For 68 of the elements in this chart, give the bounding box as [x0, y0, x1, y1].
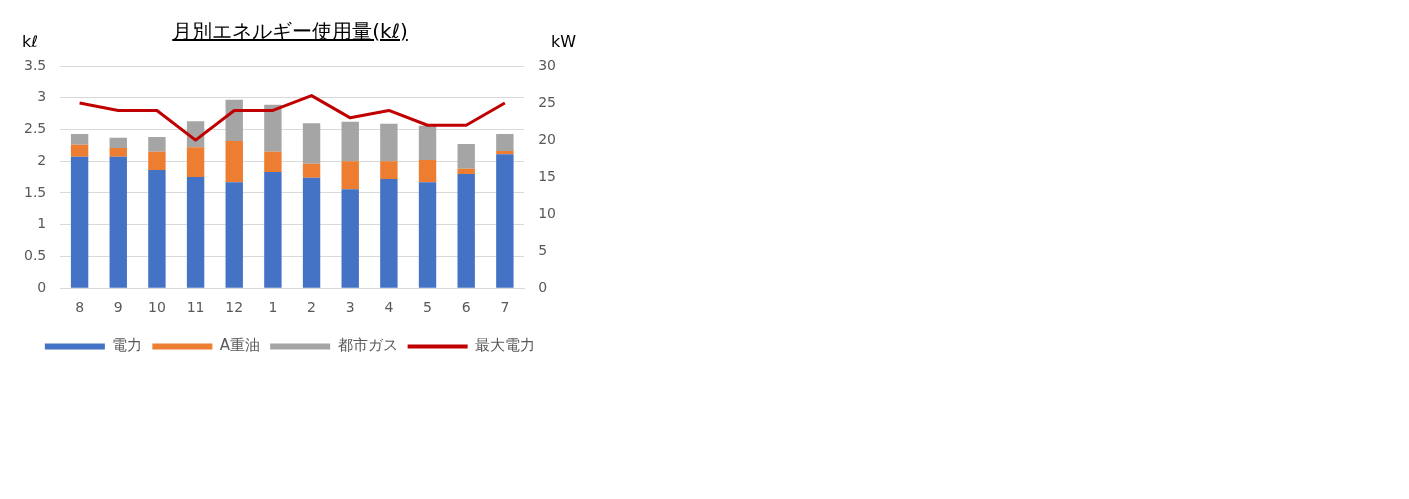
bar	[225, 140, 243, 183]
bar	[418, 182, 437, 288]
x-tick-label: 3	[345, 299, 355, 316]
y2-tick-label: 20	[538, 130, 557, 147]
bar	[496, 151, 514, 155]
bar	[148, 137, 166, 152]
y-tick-label: 0.5	[24, 247, 47, 264]
bar	[302, 177, 321, 288]
bar	[457, 168, 475, 174]
x-tick-label: 12	[225, 299, 244, 316]
legend-label: 最大電力	[475, 336, 536, 355]
chart-title: 月別エネルギー使用量(kℓ)	[172, 19, 408, 43]
bar	[380, 161, 398, 180]
bar	[70, 156, 89, 288]
x-tick-label: 10	[148, 299, 166, 316]
y2-tick-label: 30	[538, 56, 557, 73]
legend-label: 電力	[112, 336, 143, 355]
y-tick-label: 1.5	[24, 183, 47, 200]
bar	[457, 144, 475, 169]
x-tick-label: 4	[384, 299, 394, 316]
bar	[302, 123, 321, 164]
bar	[341, 189, 359, 288]
x-tick-label: 1	[268, 299, 278, 316]
bar	[186, 147, 205, 178]
y2-tick-label: 25	[538, 93, 557, 110]
x-tick-label: 8	[75, 299, 85, 316]
y-tick-label: 3	[37, 88, 47, 105]
bar	[380, 123, 398, 162]
x-tick-label: 9	[113, 299, 123, 316]
y-tick-label: 1	[37, 215, 47, 232]
bar	[418, 159, 437, 183]
x-tick-label: 7	[500, 299, 510, 316]
bar	[148, 151, 166, 171]
bar	[109, 137, 127, 148]
y-axis-title: kℓ	[22, 32, 38, 51]
y-tick-label: 3.5	[24, 56, 47, 73]
y2-tick-label: 10	[538, 204, 557, 221]
bar	[341, 121, 359, 162]
x-tick-label: 11	[186, 299, 205, 316]
legend-label: A重油	[219, 336, 261, 355]
x-tick-label: 6	[461, 299, 471, 316]
bar	[109, 147, 127, 157]
bar	[302, 163, 321, 178]
bar	[186, 177, 205, 288]
y-tick-label: 0	[37, 278, 47, 295]
bar	[380, 179, 398, 288]
bar	[70, 144, 89, 157]
y2-axis-title: kW	[550, 32, 576, 51]
y-tick-label: 2	[37, 151, 47, 168]
bar	[496, 133, 514, 152]
bar	[109, 156, 127, 288]
bar	[496, 154, 514, 288]
bar	[70, 133, 89, 145]
y-tick-label: 2.5	[24, 120, 47, 137]
y2-tick-label: 0	[538, 278, 548, 295]
bar	[418, 125, 437, 160]
bar	[148, 170, 166, 288]
legend-label: 都市ガス	[337, 336, 398, 355]
x-tick-label: 5	[423, 299, 432, 316]
bar	[225, 182, 243, 288]
bar	[264, 104, 282, 152]
bar	[264, 172, 282, 288]
bar	[264, 151, 282, 173]
bar	[457, 173, 475, 288]
y2-tick-label: 15	[538, 167, 557, 184]
bar	[341, 161, 359, 190]
x-tick-label: 2	[307, 299, 317, 316]
y2-tick-label: 5	[538, 241, 548, 258]
